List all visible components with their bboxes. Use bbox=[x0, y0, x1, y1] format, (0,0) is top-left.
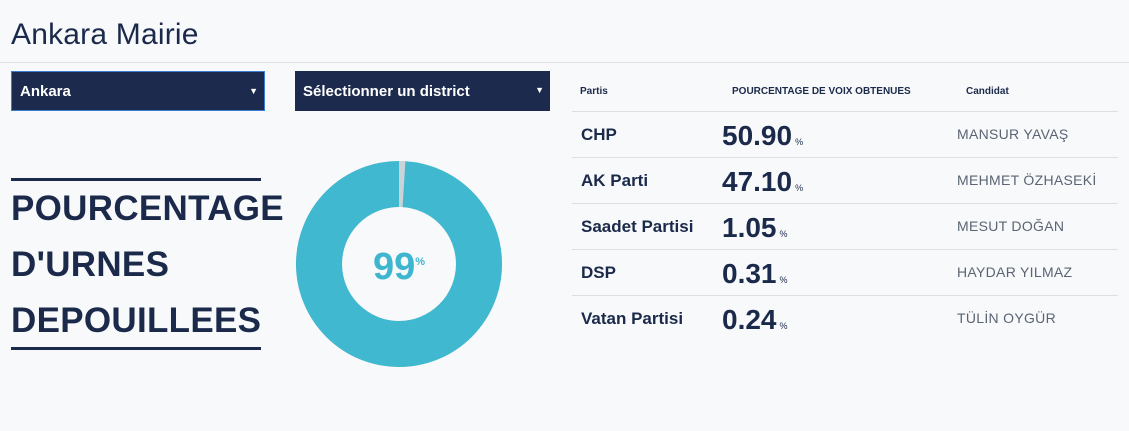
vote-percent-unit: % bbox=[779, 275, 788, 285]
vote-percent-unit: % bbox=[795, 137, 804, 147]
turnout-value-unit: % bbox=[415, 256, 426, 268]
party-name: AK Parti bbox=[581, 171, 649, 190]
vote-percent: 50.90% bbox=[722, 120, 803, 152]
city-select-value: Ankara bbox=[20, 82, 71, 100]
vote-percent: 0.31% bbox=[722, 258, 788, 290]
vote-percent-unit: % bbox=[779, 229, 788, 239]
candidate-name: HAYDAR YILMAZ bbox=[957, 264, 1073, 280]
title-divider bbox=[0, 62, 1129, 63]
page-title: Ankara Mairie bbox=[11, 18, 199, 51]
district-select[interactable]: Sélectionner un district ▼ bbox=[295, 71, 550, 111]
table-row: DSP 0.31% HAYDAR YILMAZ bbox=[572, 250, 1118, 296]
caret-down-icon: ▼ bbox=[535, 85, 544, 95]
table-row: Vatan Partisi 0.24% TÜLİN OYGÜR bbox=[572, 296, 1118, 341]
vote-percent: 1.05% bbox=[722, 212, 788, 244]
turnout-heading-line-3: DEPOUILLEES bbox=[11, 301, 262, 340]
results-table: Partis POURCENTAGE DE VOIX OBTENUES Cand… bbox=[572, 72, 1118, 341]
header-party: Partis bbox=[580, 86, 608, 97]
party-name: Vatan Partisi bbox=[581, 309, 684, 328]
results-table-header: Partis POURCENTAGE DE VOIX OBTENUES Cand… bbox=[572, 72, 1118, 112]
candidate-name: MANSUR YAVAŞ bbox=[957, 126, 1069, 142]
city-select[interactable]: Ankara ▼ bbox=[11, 71, 265, 111]
turnout-value: 99% bbox=[296, 246, 502, 289]
turnout-heading: POURCENTAGE D'URNES DEPOUILLEES bbox=[11, 178, 284, 350]
candidate-name: TÜLİN OYGÜR bbox=[957, 310, 1056, 326]
table-row: Saadet Partisi 1.05% MESUT DOĞAN bbox=[572, 204, 1118, 250]
vote-percent-value: 0.31 bbox=[722, 258, 777, 289]
vote-percent: 0.24% bbox=[722, 304, 788, 336]
candidate-name: MESUT DOĞAN bbox=[957, 218, 1065, 234]
candidate-name: MEHMET ÖZHASEKİ bbox=[957, 172, 1097, 188]
vote-percent-value: 0.24 bbox=[722, 304, 777, 335]
table-row: AK Parti 47.10% MEHMET ÖZHASEKİ bbox=[572, 158, 1118, 204]
turnout-donut-chart bbox=[296, 161, 502, 367]
donut-filled-arc bbox=[296, 161, 502, 367]
vote-percent: 47.10% bbox=[722, 166, 803, 198]
turnout-heading-line-1: POURCENTAGE bbox=[11, 189, 284, 228]
turnout-heading-line-2: D'URNES bbox=[11, 245, 170, 284]
turnout-value-number: 99 bbox=[372, 246, 416, 288]
district-select-value: Sélectionner un district bbox=[303, 82, 470, 100]
vote-percent-value: 47.10 bbox=[722, 166, 793, 197]
caret-down-icon: ▼ bbox=[249, 86, 258, 96]
vote-percent-unit: % bbox=[795, 183, 804, 193]
party-name: CHP bbox=[581, 125, 617, 144]
vote-percent-value: 1.05 bbox=[722, 212, 777, 243]
vote-percent-unit: % bbox=[779, 321, 788, 331]
party-name: Saadet Partisi bbox=[581, 217, 694, 236]
header-percent: POURCENTAGE DE VOIX OBTENUES bbox=[732, 86, 911, 97]
vote-percent-value: 50.90 bbox=[722, 120, 793, 151]
header-candidate: Candidat bbox=[966, 86, 1009, 97]
party-name: DSP bbox=[581, 263, 616, 282]
table-row: CHP 50.90% MANSUR YAVAŞ bbox=[572, 112, 1118, 158]
